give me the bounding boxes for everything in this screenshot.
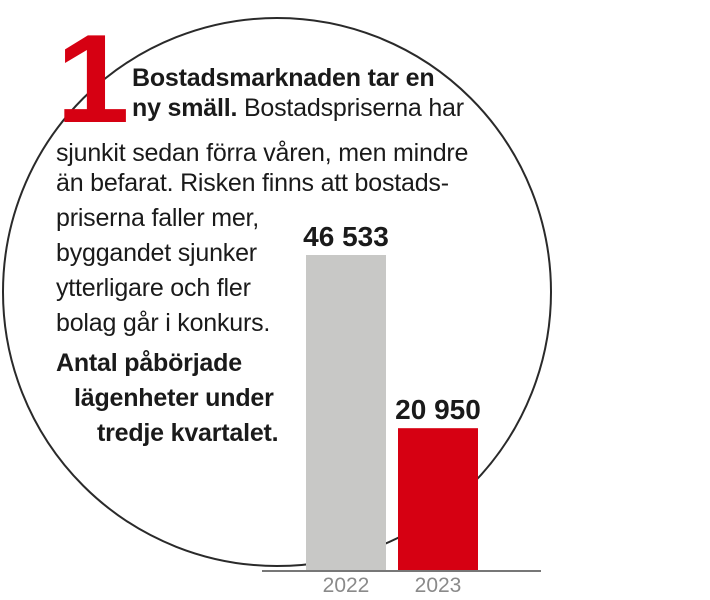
body-line: priserna faller mer, xyxy=(56,204,260,232)
value-label-2023: 20 950 xyxy=(395,394,481,425)
bar-2023 xyxy=(398,428,478,570)
value-label-2022: 46 533 xyxy=(303,221,389,252)
body-line: än befarat. Risken finns att bostads- xyxy=(56,169,449,197)
bars: 46 533 2022 20 950 2023 xyxy=(303,221,481,597)
chart-caption-line: Antal påbörjade xyxy=(56,349,242,377)
item-number: 1 xyxy=(56,8,130,149)
x-tick-label-2022: 2022 xyxy=(323,574,370,597)
body-line: byggandet sjunker xyxy=(56,239,257,267)
body-line: ytterligare och fler xyxy=(56,274,251,302)
chart-caption-line: lägenheter under xyxy=(74,384,274,412)
headline-continuation: ny smäll. xyxy=(132,94,238,122)
headline-line-2: ny smäll. Bostadspriserna har xyxy=(132,93,464,123)
x-tick-label-2023: 2023 xyxy=(415,574,462,597)
body-line: sjunkit sedan förra våren, men mindre xyxy=(56,139,469,167)
headline: Bostadsmarknaden tar en xyxy=(132,64,435,92)
chart-caption-line: tredje kvartalet. xyxy=(97,419,279,447)
background-circle xyxy=(2,17,552,567)
bar-2022 xyxy=(306,255,386,570)
body-line: bolag går i konkurs. xyxy=(56,309,271,337)
body-text-start: Bostadspriserna har xyxy=(243,94,464,122)
